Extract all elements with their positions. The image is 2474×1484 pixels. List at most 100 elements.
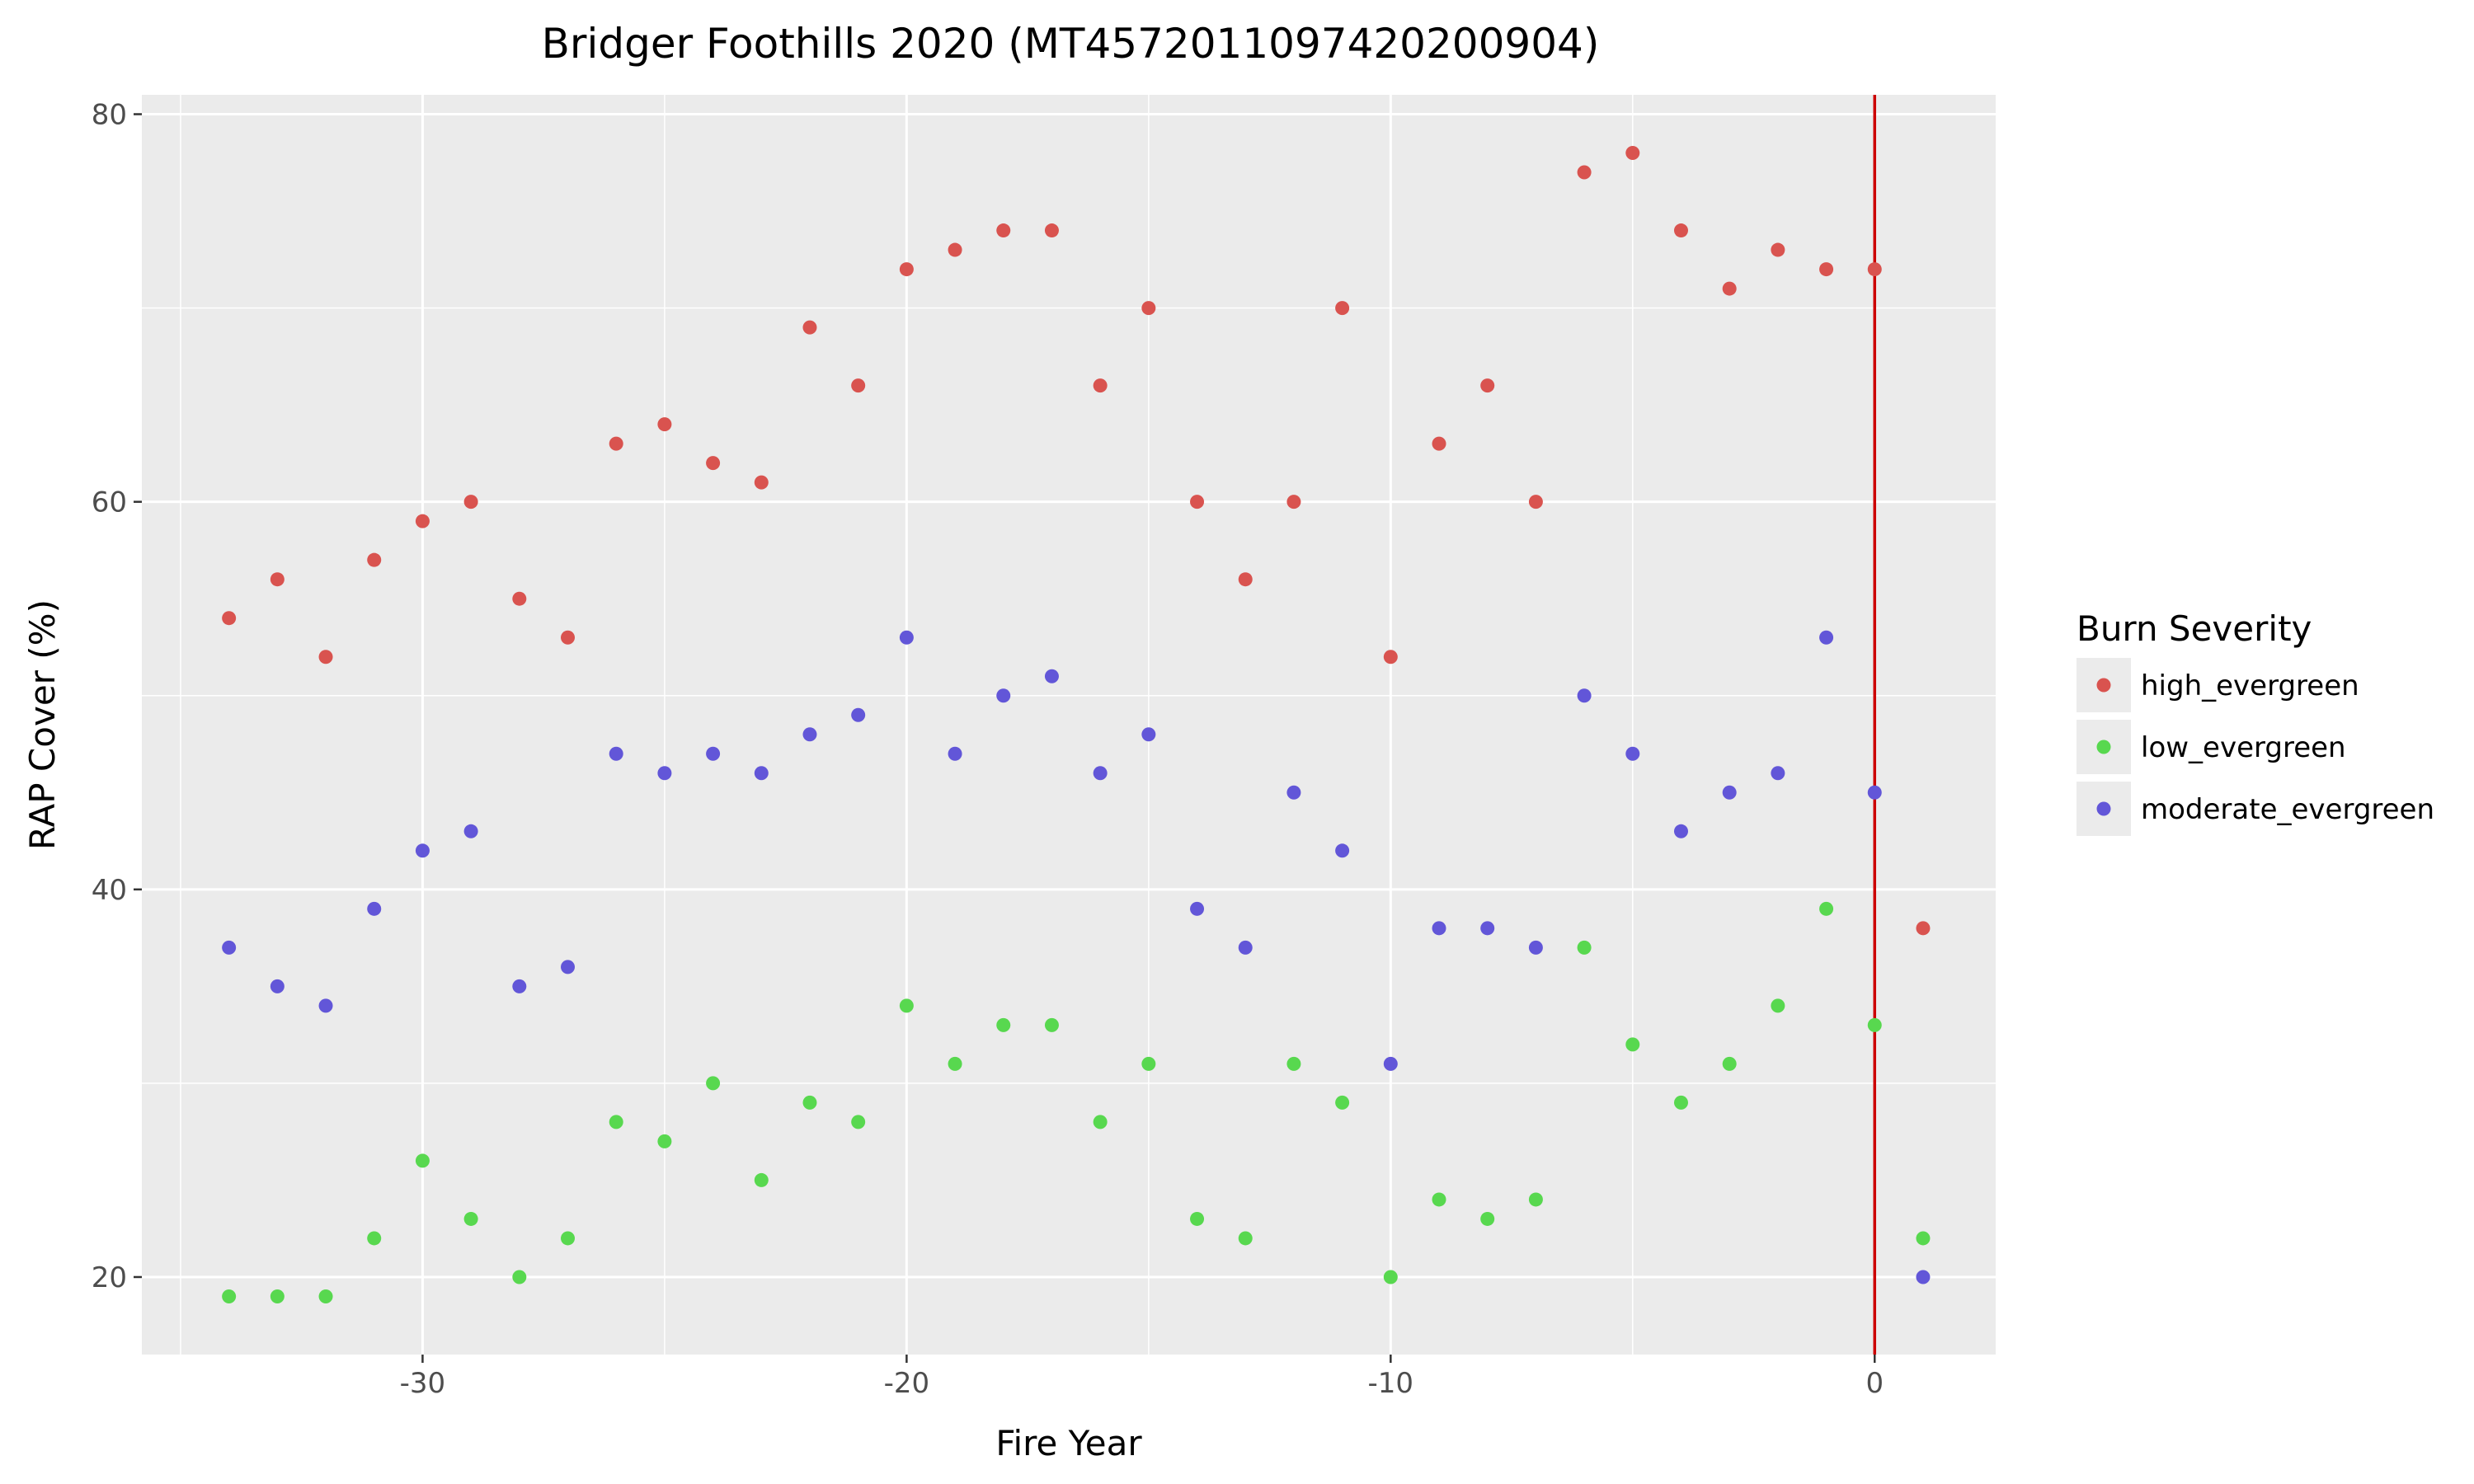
point-moderate_evergreen (706, 746, 721, 761)
point-high_evergreen (657, 417, 672, 432)
point-high_evergreen (1480, 378, 1495, 393)
point-high_evergreen (609, 436, 623, 451)
point-moderate_evergreen (270, 979, 285, 993)
point-high_evergreen (1190, 495, 1205, 510)
y-tick-label: 80 (92, 99, 127, 132)
point-low_evergreen (1238, 1231, 1253, 1246)
point-moderate_evergreen (996, 688, 1011, 703)
point-moderate_evergreen (1819, 630, 1834, 645)
y-tick-label: 20 (92, 1261, 127, 1294)
point-low_evergreen (1528, 1192, 1543, 1207)
point-low_evergreen (222, 1289, 237, 1303)
point-low_evergreen (706, 1076, 721, 1091)
point-moderate_evergreen (609, 746, 623, 761)
point-high_evergreen (948, 242, 962, 257)
point-low_evergreen (367, 1231, 382, 1246)
point-high_evergreen (1383, 650, 1398, 665)
point-low_evergreen (1867, 1017, 1882, 1032)
point-high_evergreen (706, 456, 721, 471)
point-low_evergreen (270, 1289, 285, 1303)
point-high_evergreen (367, 552, 382, 567)
point-low_evergreen (1335, 1095, 1350, 1110)
point-high_evergreen (1771, 242, 1785, 257)
point-moderate_evergreen (1916, 1270, 1931, 1284)
point-moderate_evergreen (415, 843, 430, 858)
point-low_evergreen (996, 1017, 1011, 1032)
y-axis-ticks: 20 40 60 80 (92, 99, 142, 1294)
point-low_evergreen (802, 1095, 817, 1110)
point-high_evergreen (1819, 262, 1834, 277)
point-moderate_evergreen (802, 727, 817, 742)
point-moderate_evergreen (754, 766, 769, 781)
point-high_evergreen (1432, 436, 1446, 451)
point-moderate_evergreen (561, 960, 576, 974)
point-high_evergreen (899, 262, 914, 277)
point-moderate_evergreen (1093, 766, 1108, 781)
point-low_evergreen (1771, 998, 1785, 1013)
point-low_evergreen (318, 1289, 333, 1303)
point-high_evergreen (1722, 281, 1737, 296)
point-moderate_evergreen (851, 707, 866, 722)
point-low_evergreen (851, 1115, 866, 1129)
point-low_evergreen (1286, 1056, 1301, 1071)
point-high_evergreen (851, 378, 866, 393)
point-high_evergreen (802, 320, 817, 335)
y-axis-title: RAP Cover (%) (22, 599, 63, 850)
point-high_evergreen (1286, 495, 1301, 510)
legend-swatch-low_evergreen (2096, 740, 2111, 754)
legend: Burn Severity high_evergreen low_evergree… (2077, 608, 2434, 836)
point-high_evergreen (415, 514, 430, 528)
point-low_evergreen (1190, 1211, 1205, 1226)
point-low_evergreen (1432, 1192, 1446, 1207)
point-low_evergreen (754, 1172, 769, 1187)
point-moderate_evergreen (1141, 727, 1156, 742)
point-moderate_evergreen (367, 901, 382, 916)
point-low_evergreen (463, 1211, 478, 1226)
point-low_evergreen (1819, 901, 1834, 916)
point-moderate_evergreen (318, 998, 333, 1013)
point-moderate_evergreen (1044, 669, 1059, 683)
legend-swatch-high_evergreen (2096, 678, 2111, 693)
point-low_evergreen (657, 1134, 672, 1148)
point-low_evergreen (1916, 1231, 1931, 1246)
point-low_evergreen (1141, 1056, 1156, 1071)
point-moderate_evergreen (1432, 921, 1446, 936)
point-high_evergreen (1238, 572, 1253, 587)
legend-label-low_evergreen: low_evergreen (2141, 731, 2346, 764)
point-low_evergreen (1625, 1037, 1640, 1052)
point-low_evergreen (1093, 1115, 1108, 1129)
point-moderate_evergreen (1528, 940, 1543, 955)
point-moderate_evergreen (1625, 746, 1640, 761)
point-low_evergreen (1044, 1017, 1059, 1032)
point-moderate_evergreen (1286, 785, 1301, 800)
point-moderate_evergreen (1335, 843, 1350, 858)
x-axis-title: Fire Year (995, 1423, 1142, 1463)
point-low_evergreen (415, 1153, 430, 1168)
point-moderate_evergreen (948, 746, 962, 761)
point-low_evergreen (1383, 1270, 1398, 1284)
point-low_evergreen (1673, 1095, 1688, 1110)
point-moderate_evergreen (1673, 824, 1688, 838)
point-high_evergreen (1867, 262, 1882, 277)
point-high_evergreen (1528, 495, 1543, 510)
point-moderate_evergreen (1238, 940, 1253, 955)
point-moderate_evergreen (512, 979, 527, 993)
point-moderate_evergreen (1383, 1056, 1398, 1071)
point-high_evergreen (463, 495, 478, 510)
legend-label-moderate_evergreen: moderate_evergreen (2141, 793, 2434, 826)
point-high_evergreen (270, 572, 285, 587)
point-high_evergreen (1044, 223, 1059, 238)
point-low_evergreen (1480, 1211, 1495, 1226)
point-moderate_evergreen (1190, 901, 1205, 916)
point-moderate_evergreen (657, 766, 672, 781)
point-high_evergreen (1093, 378, 1108, 393)
point-low_evergreen (899, 998, 914, 1013)
data-points (222, 146, 1931, 1303)
point-high_evergreen (222, 611, 237, 626)
point-high_evergreen (1673, 223, 1688, 238)
point-high_evergreen (561, 630, 576, 645)
point-low_evergreen (1722, 1056, 1737, 1071)
point-moderate_evergreen (1480, 921, 1495, 936)
point-moderate_evergreen (1771, 766, 1785, 781)
